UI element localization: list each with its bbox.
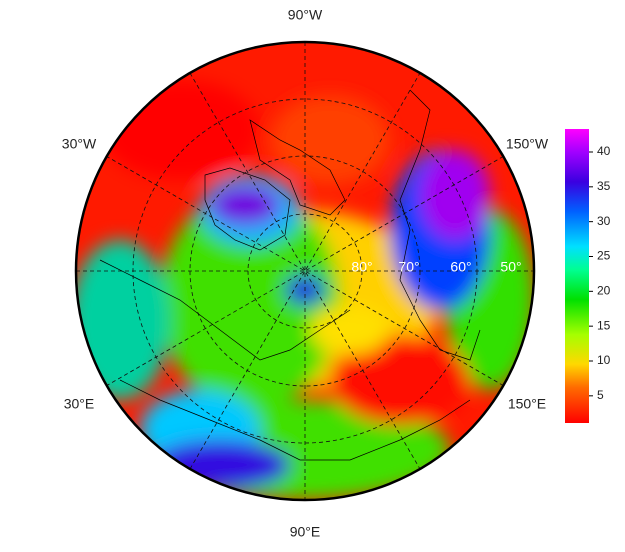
lon-label: 90°W (288, 7, 323, 23)
lat-label: 60° (450, 259, 471, 275)
graticule (76, 42, 534, 500)
coastlines (99, 89, 481, 461)
colorbar-tick-label: 10 (597, 353, 611, 367)
colorbar-tick-label: 20 (597, 283, 611, 297)
colorbar-tick-label: 15 (597, 318, 611, 332)
colorbar-tick-label: 35 (597, 179, 611, 193)
lat-label: 80° (351, 259, 372, 275)
lat-label: 70° (398, 259, 419, 275)
colorbar (565, 129, 589, 423)
lon-label: 30°W (62, 136, 97, 152)
map-border (74, 40, 536, 502)
lon-label: 30°E (64, 396, 95, 412)
colorbar-tick-label: 5 (597, 388, 604, 402)
lat-label: 50° (500, 259, 521, 275)
colorbar-tick-label: 25 (597, 249, 611, 263)
lon-label: 150°E (508, 396, 546, 412)
lon-label: 150°W (506, 136, 549, 152)
colorbar-tick-label: 40 (597, 144, 611, 158)
lon-label: 90°E (290, 524, 321, 540)
colorbar-tick-label: 30 (597, 214, 611, 228)
data-field (76, 42, 534, 500)
